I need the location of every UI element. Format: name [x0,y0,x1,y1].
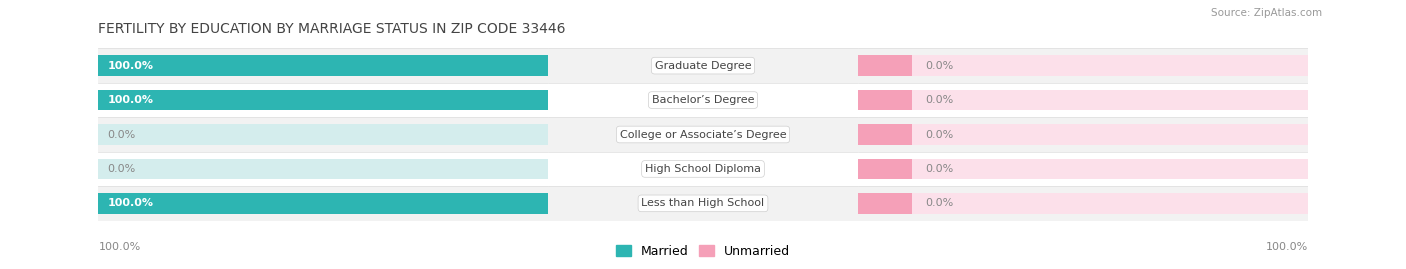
Text: 0.0%: 0.0% [925,129,953,140]
Text: Less than High School: Less than High School [641,198,765,208]
Bar [858,83,1308,117]
Bar [858,193,911,214]
Bar [858,159,1308,179]
Bar [98,90,548,110]
Bar [858,90,1308,110]
Bar [548,152,858,186]
Bar [548,186,858,221]
Bar [548,117,858,152]
Text: 100.0%: 100.0% [107,95,153,105]
Bar [858,124,1308,145]
Bar [548,83,858,117]
Bar [858,90,911,110]
Text: Bachelor’s Degree: Bachelor’s Degree [652,95,754,105]
Text: 100.0%: 100.0% [98,242,141,252]
Bar [98,193,548,214]
Text: 0.0%: 0.0% [925,198,953,208]
Text: Source: ZipAtlas.com: Source: ZipAtlas.com [1211,8,1322,18]
Bar [858,186,1308,221]
Bar [98,186,548,221]
Text: College or Associate’s Degree: College or Associate’s Degree [620,129,786,140]
Bar [858,117,1308,152]
Text: Graduate Degree: Graduate Degree [655,61,751,71]
Bar [858,193,1308,214]
Bar [98,159,548,179]
Text: 0.0%: 0.0% [107,129,135,140]
Bar [98,152,548,186]
Text: 0.0%: 0.0% [107,164,135,174]
Text: 0.0%: 0.0% [925,61,953,71]
Text: 0.0%: 0.0% [925,164,953,174]
Bar [98,90,548,110]
Bar [98,193,548,214]
Text: 100.0%: 100.0% [107,61,153,71]
Bar [858,55,911,76]
Text: 100.0%: 100.0% [107,198,153,208]
Bar [98,48,548,83]
Text: High School Diploma: High School Diploma [645,164,761,174]
Text: 0.0%: 0.0% [925,95,953,105]
Bar [858,159,911,179]
Bar [98,124,548,145]
Bar [858,124,911,145]
Bar [548,48,858,83]
Bar [858,48,1308,83]
Text: FERTILITY BY EDUCATION BY MARRIAGE STATUS IN ZIP CODE 33446: FERTILITY BY EDUCATION BY MARRIAGE STATU… [98,22,567,36]
Bar [858,152,1308,186]
Bar [98,55,548,76]
Bar [858,55,1308,76]
Bar [98,55,548,76]
Bar [98,117,548,152]
Text: 100.0%: 100.0% [1265,242,1308,252]
Legend: Married, Unmarried: Married, Unmarried [612,240,794,263]
Bar [98,83,548,117]
